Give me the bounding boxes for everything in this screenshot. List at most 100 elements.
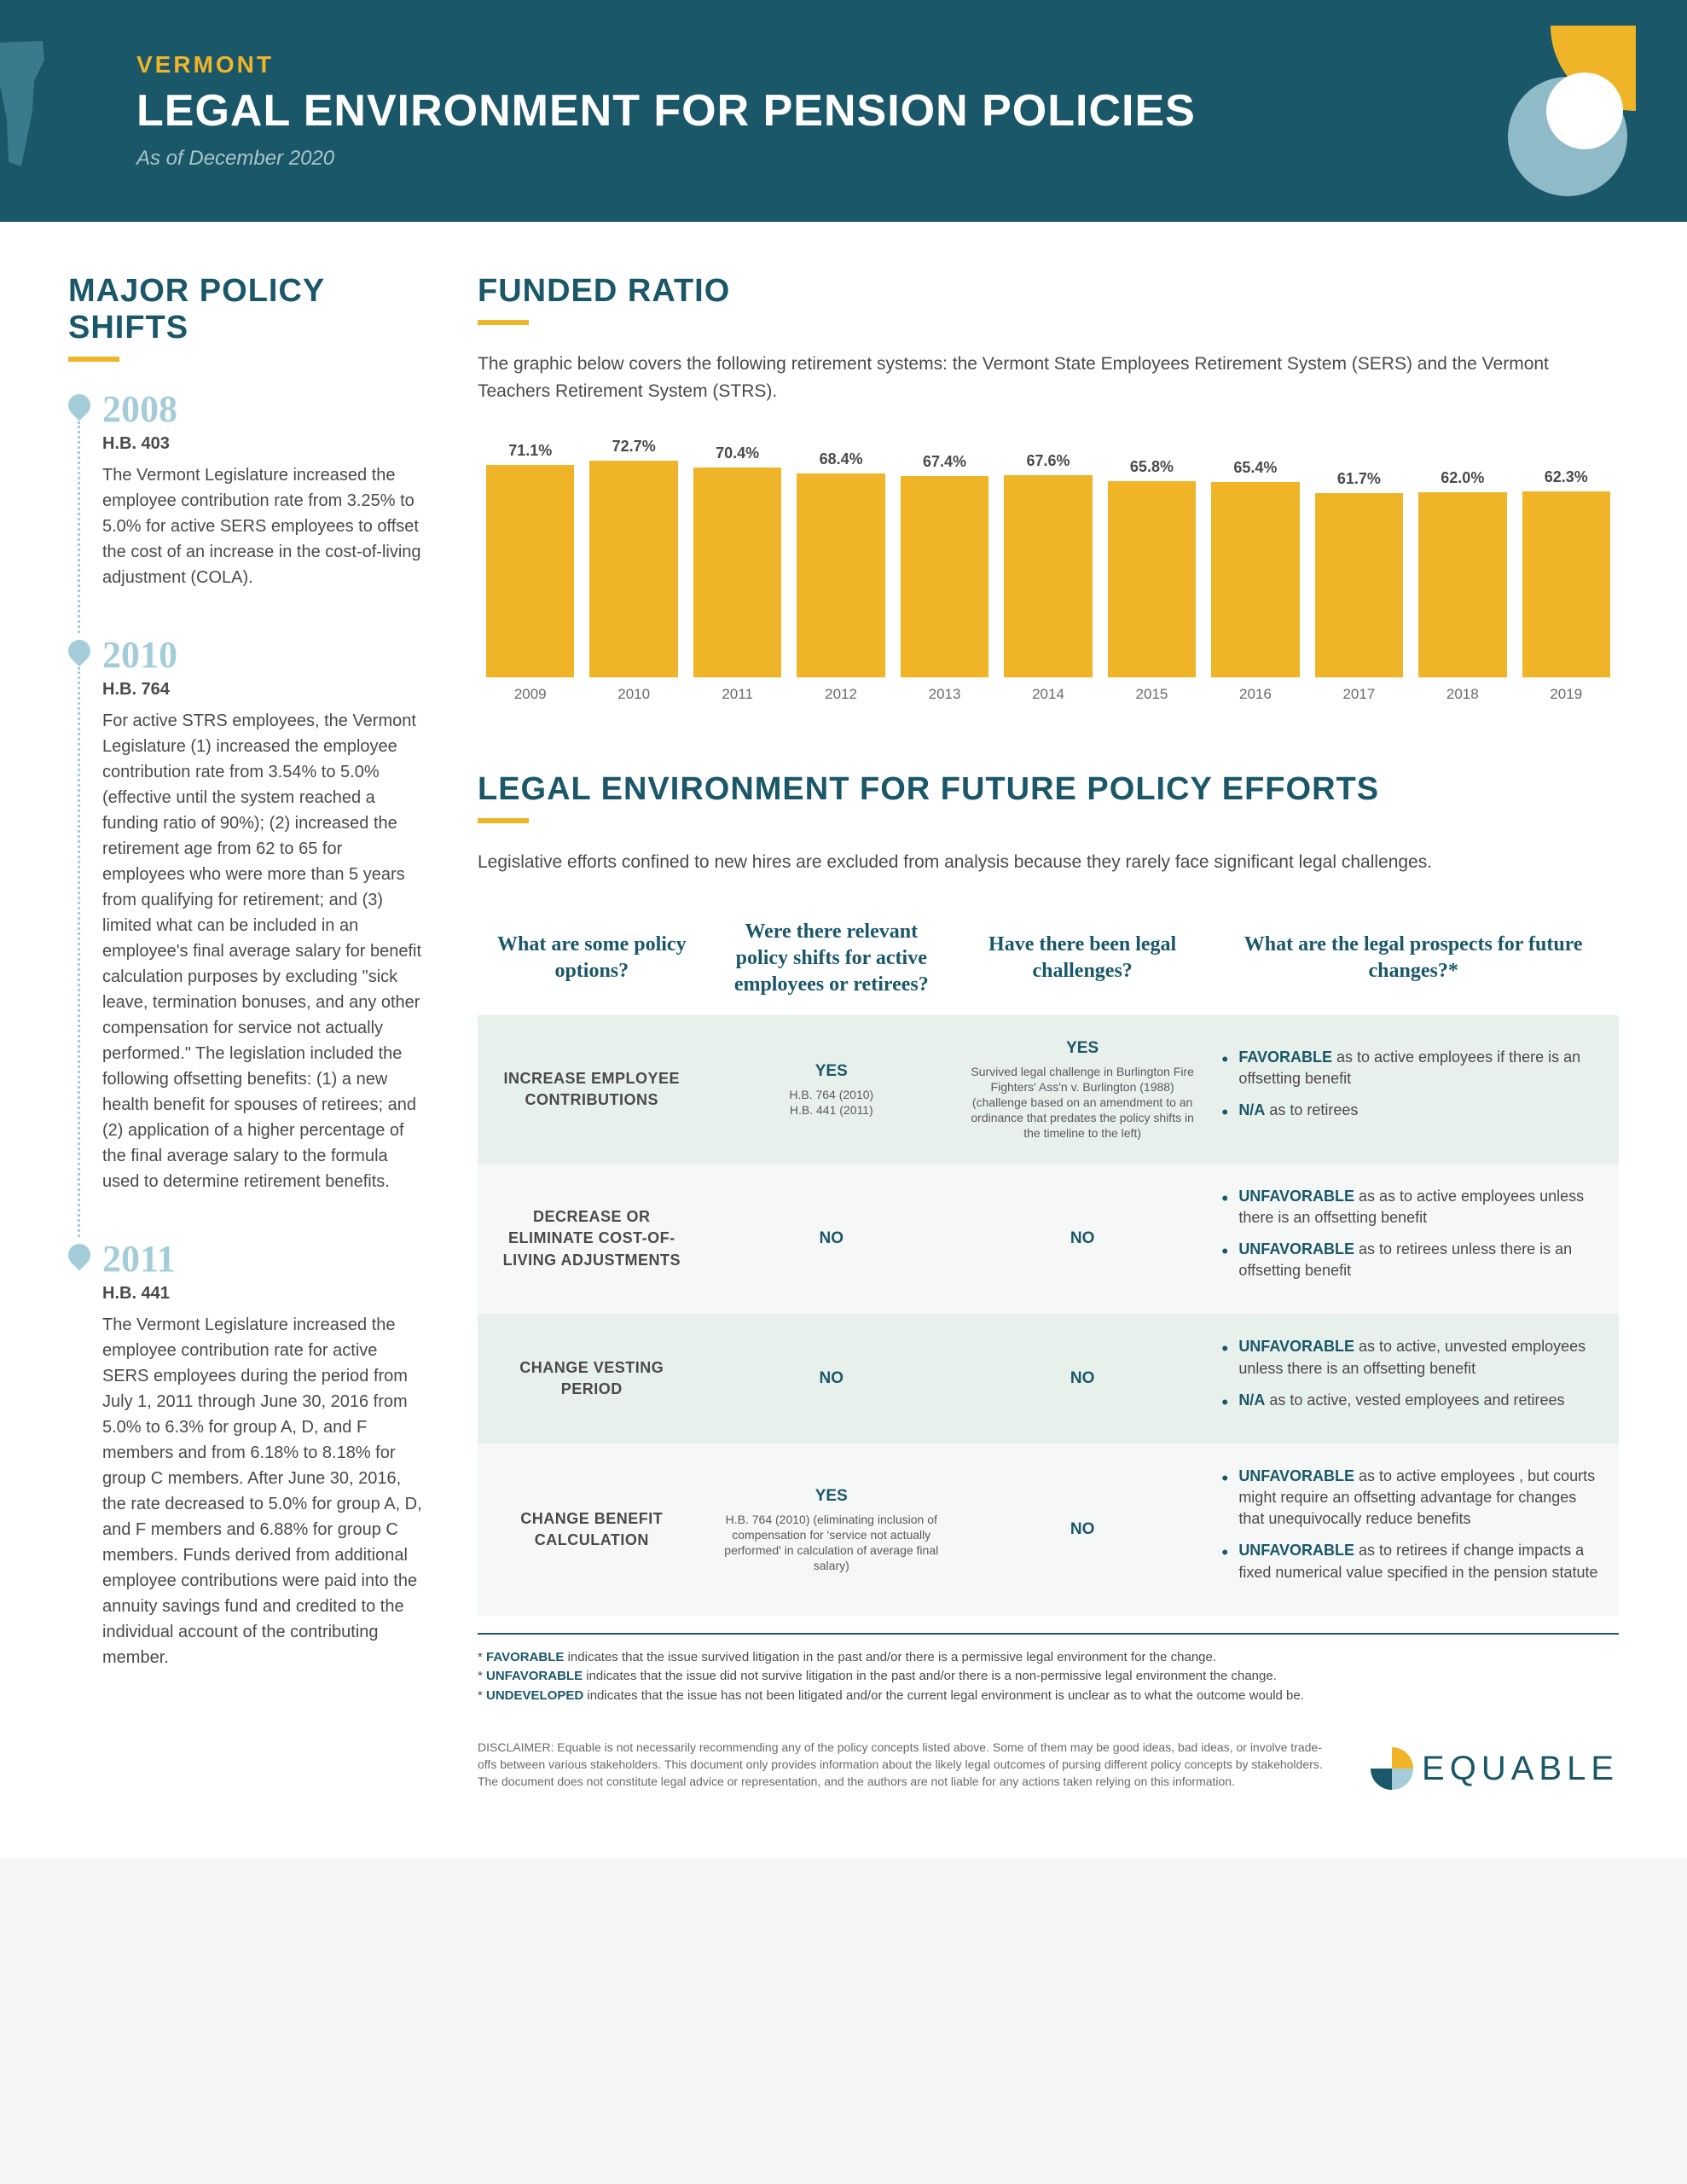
chart-bar: 71.1% 2009 [486,442,574,703]
policy-table: What are some policy options? Were there… [478,902,1619,1616]
cell-prospects: FAVORABLE as to active employees if ther… [1208,1015,1619,1164]
footer-logo: EQUABLE [1371,1747,1619,1790]
table-row: DECREASE OR ELIMINATE COST-OF-LIVING ADJ… [478,1164,1619,1315]
chart-bar: 62.0% 2018 [1418,469,1506,703]
funded-ratio-title: FUNDED RATIO [478,273,1619,310]
prospect-item: UNFAVORABLE as as to active employees un… [1221,1186,1605,1228]
timeline-desc: The Vermont Legislature increased the em… [102,1312,426,1670]
chart-bar: 72.7% 2010 [589,438,677,703]
yes-no-value: YES [1066,1039,1099,1057]
bar-rect [797,473,884,677]
timeline-dot-icon [64,1240,96,1271]
bar-value-label: 71.1% [508,442,552,460]
bar-category-label: 2010 [617,686,650,703]
legal-env-intro: Legislative efforts confined to new hire… [478,849,1619,876]
yes-no-value: NO [1070,1520,1095,1538]
cell-challenges: NO [957,1164,1208,1315]
title-underline [478,818,529,823]
cell-shifts: NO [706,1314,957,1443]
chart-bar: 61.7% 2017 [1315,470,1403,703]
prospect-item: N/A as to active, vested employees and r… [1221,1390,1605,1411]
cell-shifts: NO [706,1164,957,1315]
page-title: LEGAL ENVIRONMENT FOR PENSION POLICIES [136,85,1551,136]
yes-no-value: NO [820,1369,844,1387]
bar-rect [486,465,574,677]
chart-bar: 67.6% 2014 [1004,452,1092,703]
legal-env-title: LEGAL ENVIRONMENT FOR FUTURE POLICY EFFO… [478,771,1619,808]
prospect-item: UNFAVORABLE as to active employees , but… [1221,1466,1605,1531]
title-underline [478,320,529,325]
cell-challenges: NO [957,1314,1208,1443]
timeline-year: 2011 [102,1237,426,1281]
policy-option-label: INCREASE EMPLOYEE CONTRIBUTIONS [478,1015,706,1164]
cell-challenges: NO [957,1443,1208,1616]
main-content: MAJOR POLICY SHIFTS 2008 H.B. 403 The Ve… [0,222,1687,1858]
policy-timeline: 2008 H.B. 403 The Vermont Legislature in… [68,387,426,1670]
prospect-item: FAVORABLE as to active employees if ther… [1221,1047,1605,1089]
cell-prospects: UNFAVORABLE as as to active employees un… [1208,1164,1619,1315]
bar-rect [1522,491,1610,677]
timeline-item: 2008 H.B. 403 The Vermont Legislature in… [68,387,426,590]
col-challenges: Have there been legal challenges? [957,902,1208,1016]
bar-value-label: 62.0% [1441,469,1484,487]
title-underline [68,357,119,362]
prospect-item: UNFAVORABLE as to retirees if change imp… [1221,1540,1605,1583]
bar-value-label: 70.4% [716,444,759,462]
bar-category-label: 2012 [825,686,857,703]
cell-prospects: UNFAVORABLE as to active employees , but… [1208,1443,1619,1616]
bar-category-label: 2014 [1032,686,1064,703]
chart-bar: 62.3% 2019 [1522,468,1610,703]
timeline-connector [78,667,80,1237]
bar-rect [901,476,988,677]
right-column: FUNDED RATIO The graphic below covers th… [478,273,1619,1824]
chart-bar: 67.4% 2013 [901,453,988,703]
timeline-year: 2010 [102,633,426,677]
yes-no-value: NO [1070,1229,1095,1247]
bar-rect [1108,481,1196,677]
chart-bar: 68.4% 2012 [797,450,884,703]
timeline-connector [78,421,80,633]
table-row: INCREASE EMPLOYEE CONTRIBUTIONS YES H.B. … [478,1015,1619,1164]
equable-mark-icon [1371,1747,1413,1790]
policy-shifts-title: MAJOR POLICY SHIFTS [68,273,426,346]
yes-no-value: YES [815,1487,848,1505]
policy-option-label: CHANGE BENEFIT CALCULATION [478,1443,706,1616]
bar-category-label: 2016 [1239,686,1272,703]
timeline-desc: For active STRS employees, the Vermont L… [102,708,426,1194]
yes-no-value: YES [815,1062,848,1080]
header-text-block: VERMONT LEGAL ENVIRONMENT FOR PENSION PO… [136,51,1551,171]
prospect-item: N/A as to retirees [1221,1100,1605,1121]
bar-category-label: 2018 [1446,686,1479,703]
state-shape-icon [0,34,68,171]
left-column: MAJOR POLICY SHIFTS 2008 H.B. 403 The Ve… [68,273,478,1824]
timeline-dot-icon [64,390,96,421]
footnote-line: * FAVORABLE indicates that the issue sur… [478,1648,1619,1668]
bar-category-label: 2017 [1342,686,1375,703]
bar-category-label: 2009 [514,686,547,703]
timeline-item: 2011 H.B. 441 The Vermont Legislature in… [68,1237,426,1670]
yes-no-value: NO [1070,1369,1095,1387]
prospect-item: UNFAVORABLE as to active, unvested emplo… [1221,1336,1605,1379]
cell-subtext: H.B. 764 (2010)H.B. 441 (2011) [720,1087,943,1118]
timeline-item: 2010 H.B. 764 For active STRS employees,… [68,633,426,1194]
bar-rect [1418,492,1506,677]
chart-bar: 65.8% 2015 [1108,458,1196,703]
cell-subtext: H.B. 764 (2010) (eliminating inclusion o… [720,1512,943,1574]
bar-value-label: 65.8% [1130,458,1174,476]
page: VERMONT LEGAL ENVIRONMENT FOR PENSION PO… [0,0,1687,1858]
footer-row: DISCLAIMER: Equable is not necessarily r… [478,1740,1619,1824]
bar-value-label: 72.7% [612,438,656,456]
col-shifts: Were there relevant policy shifts for ac… [706,902,957,1016]
yes-no-value: NO [820,1229,844,1247]
chart-bar: 70.4% 2011 [693,444,781,703]
footnote-line: * UNFAVORABLE indicates that the issue d… [478,1667,1619,1687]
bar-value-label: 67.6% [1026,452,1070,470]
table-body: INCREASE EMPLOYEE CONTRIBUTIONS YES H.B. … [478,1015,1619,1616]
bar-category-label: 2011 [722,686,753,703]
timeline-bill: H.B. 403 [102,434,426,454]
header: VERMONT LEGAL ENVIRONMENT FOR PENSION PO… [0,0,1687,222]
state-name: VERMONT [136,51,1551,78]
bar-rect [1315,493,1403,677]
bar-value-label: 68.4% [820,450,863,468]
funded-ratio-bar-chart: 71.1% 2009 72.7% 2010 70.4% 2011 68.4% 2… [478,430,1619,703]
